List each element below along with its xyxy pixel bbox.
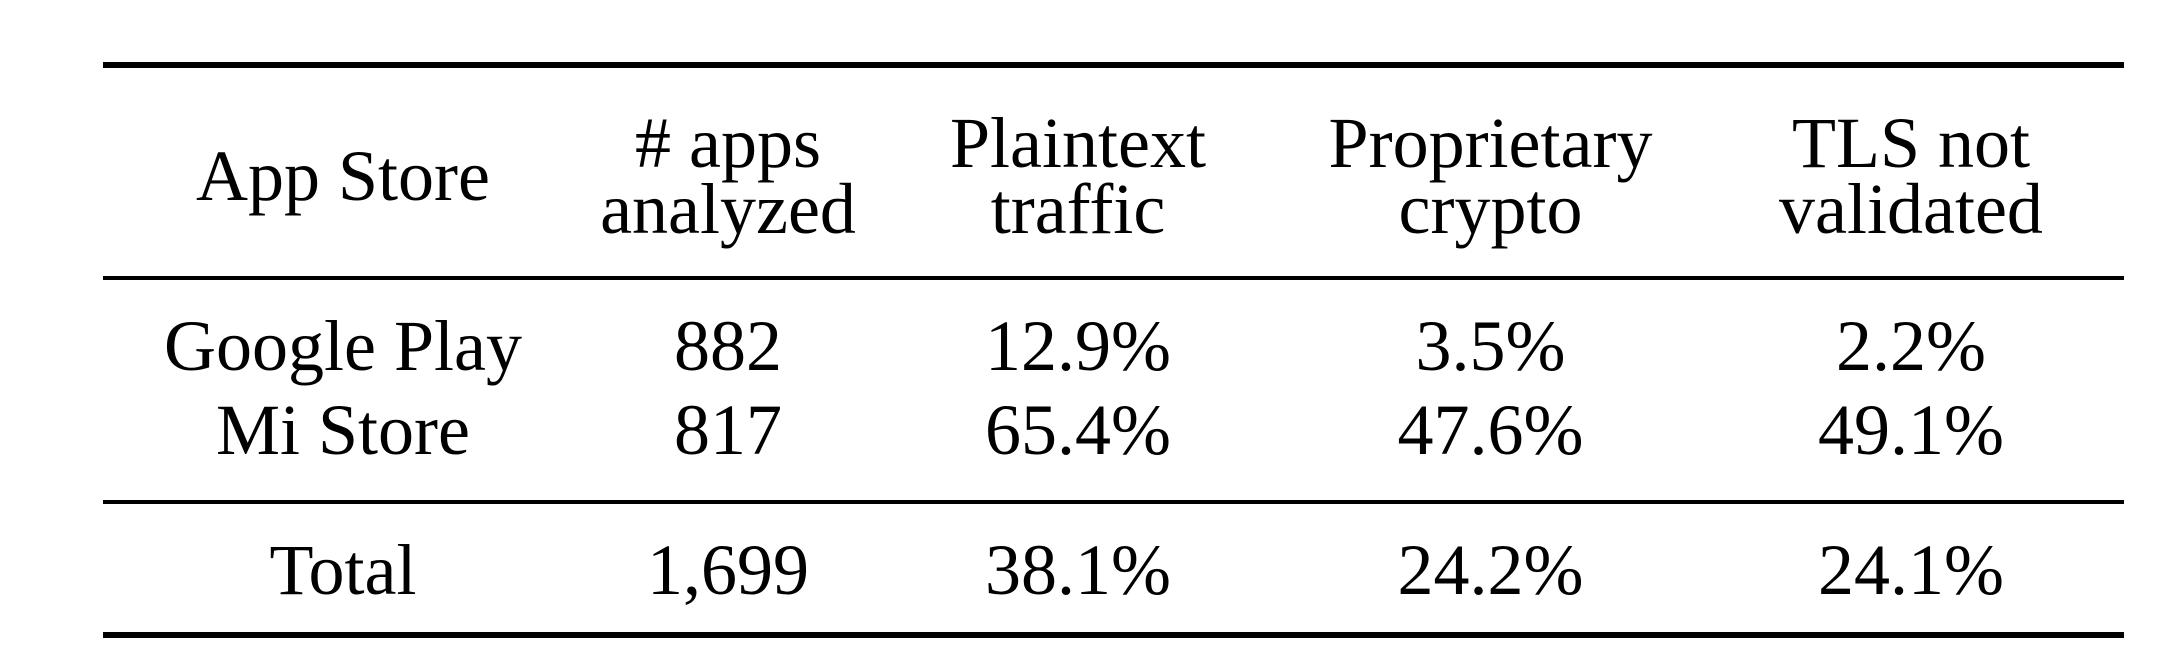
header-text: crypto <box>1398 169 1583 249</box>
header-text: # apps <box>635 103 821 183</box>
header-text: validated <box>1779 169 2043 249</box>
cell-proprietary-crypto: 47.6% <box>1397 390 1584 470</box>
cell-total-tls-not-validated: 24.1% <box>1818 529 2004 610</box>
header-app-store: App Store <box>103 65 583 278</box>
cell-total-apps-analyzed: 1,699 <box>647 529 809 610</box>
header-row: App Store # apps analyzed Plaintext traf… <box>103 65 2124 278</box>
header-text: TLS not <box>1791 103 2030 183</box>
cell-tls-not-validated: 49.1% <box>1818 390 2004 470</box>
cell-plaintext-traffic: 12.9% <box>985 306 1171 386</box>
results-table-container: App Store # apps analyzed Plaintext traf… <box>103 62 2124 638</box>
header-text: traffic <box>990 169 1166 249</box>
header-text: Proprietary <box>1328 103 1653 183</box>
cell-plaintext-traffic: 65.4% <box>985 390 1171 470</box>
cell-tls-not-validated: 2.2% <box>1836 306 1986 386</box>
table-row-google-play: Google Play 882 12.9% 3.5% 2.2% <box>103 278 2124 388</box>
header-text: analyzed <box>600 169 856 249</box>
cell-proprietary-crypto: 3.5% <box>1415 306 1566 386</box>
header-plaintext-traffic: Plaintext traffic <box>873 65 1283 278</box>
header-text: App Store <box>196 136 490 216</box>
cell-total-label: Total <box>269 529 417 610</box>
app-store-analysis-table: App Store # apps analyzed Plaintext traf… <box>103 62 2124 638</box>
cell-app-store: Google Play <box>164 306 522 386</box>
table-row-total: Total 1,699 38.1% 24.2% 24.1% <box>103 502 2124 635</box>
header-apps-analyzed: # apps analyzed <box>583 65 873 278</box>
header-tls-not-validated: TLS not validated <box>1698 65 2124 278</box>
cell-total-proprietary-crypto: 24.2% <box>1397 529 1584 610</box>
header-text: Plaintext <box>950 103 1206 183</box>
cell-total-plaintext-traffic: 38.1% <box>985 529 1171 610</box>
header-proprietary-crypto: Proprietary crypto <box>1283 65 1698 278</box>
cell-app-store: Mi Store <box>215 390 470 470</box>
cell-apps-analyzed: 882 <box>674 306 782 386</box>
cell-apps-analyzed: 817 <box>674 390 782 470</box>
table-row-mi-store: Mi Store 817 65.4% 47.6% 49.1% <box>103 388 2124 502</box>
